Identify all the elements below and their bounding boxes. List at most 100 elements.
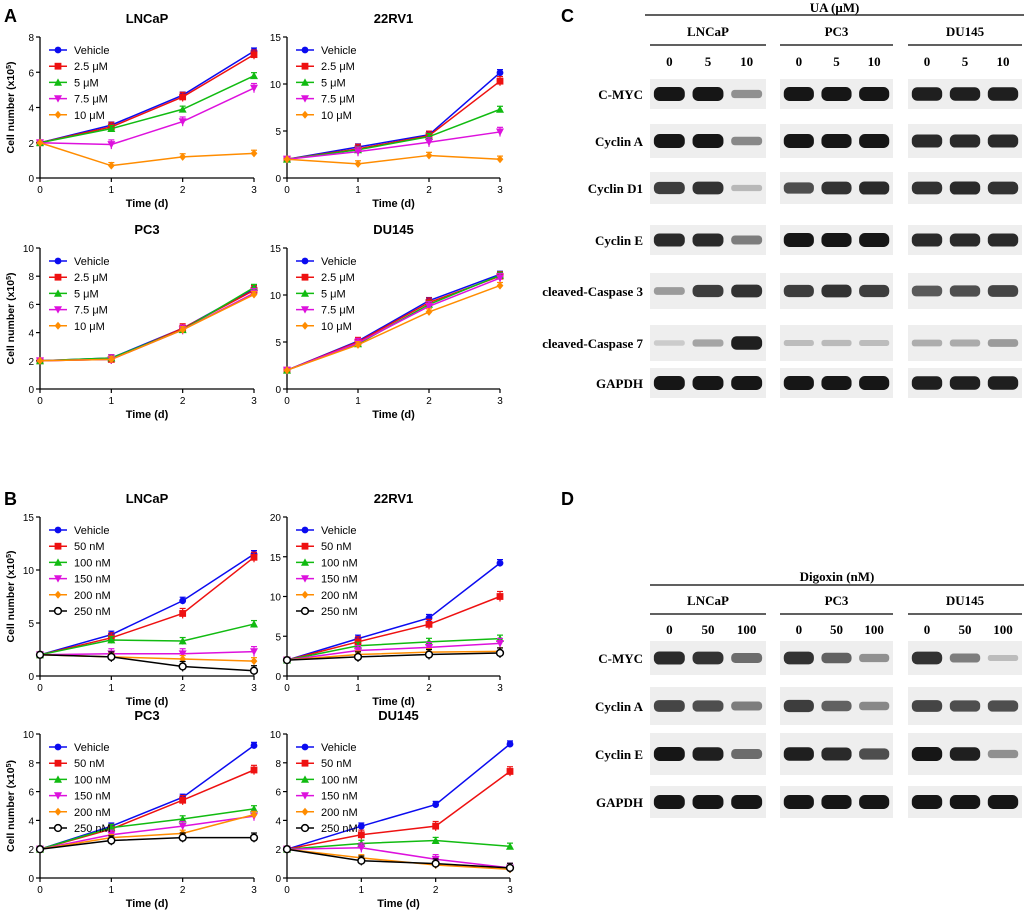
protein-band (859, 795, 890, 809)
data-point (178, 662, 187, 671)
protein-band (731, 89, 763, 99)
series-line (39, 650, 255, 656)
data-point (357, 822, 365, 830)
protein-band (692, 284, 724, 298)
legend-marker (301, 775, 309, 783)
dose-label: 100 (737, 622, 757, 637)
data-point (250, 149, 258, 158)
y-tick-label: 4 (28, 329, 34, 340)
protein-band (692, 795, 724, 809)
blot-treatment-title: Digoxin (nM) (800, 569, 875, 584)
series-3: 100 nM (283, 774, 514, 853)
legend-label: 50 nM (321, 758, 352, 770)
blot-row: cleaved-Caspase 3 (542, 273, 1022, 309)
protein-band (987, 749, 1019, 759)
series-6: 250 nM (282, 606, 505, 665)
series-line (39, 808, 255, 850)
data-point (107, 823, 116, 831)
data-point (354, 148, 362, 156)
data-point (249, 833, 259, 842)
data-point (283, 155, 291, 164)
data-point (353, 652, 363, 662)
legend-marker (54, 110, 62, 119)
series-line (286, 650, 501, 661)
legend-marker (301, 575, 309, 583)
legend-marker (301, 743, 309, 751)
protein-band (653, 233, 685, 247)
legend-label: 2.5 μM (321, 61, 355, 73)
legend-label: 250 nM (74, 606, 111, 618)
y-tick-label: 20 (270, 513, 282, 524)
blot-row: Cyclin E (595, 733, 1022, 775)
blot-row: Cyclin A (595, 124, 1022, 158)
protein-label: cleaved-Caspase 3 (542, 284, 643, 299)
x-axis-label: Time (d) (372, 198, 415, 210)
data-point (496, 105, 504, 113)
dose-label: 50 (959, 622, 972, 637)
x-tick-label: 1 (355, 683, 361, 694)
series-line (39, 289, 255, 362)
y-tick-label: 10 (23, 730, 35, 741)
protein-band (949, 87, 981, 101)
series-1: Vehicle (36, 525, 258, 659)
data-point (249, 666, 259, 675)
legend-label: 150 nM (74, 791, 111, 803)
data-point (107, 124, 116, 133)
x-tick-label: 1 (109, 396, 115, 407)
cell-line-label: LNCaP (687, 24, 729, 39)
series-line (39, 744, 255, 850)
protein-band (692, 87, 724, 101)
series-2: 50 nM (283, 758, 514, 853)
legend-marker (54, 526, 62, 534)
protein-band (859, 134, 890, 148)
legend-label: 7.5 μM (321, 305, 355, 317)
legend-label: 250 nM (321, 823, 358, 835)
data-point (495, 648, 505, 658)
legend-marker (301, 542, 309, 550)
legend-label: 10 μM (321, 110, 352, 122)
legend-label: 50 nM (74, 758, 105, 770)
legend-label: 10 μM (74, 110, 105, 122)
series-5: 10 μM (283, 110, 504, 168)
legend-marker (54, 542, 62, 550)
y-tick-label: 5 (275, 338, 281, 349)
legend-label: 200 nM (74, 807, 111, 819)
series-line (39, 623, 255, 656)
series-6: 250 nM (35, 606, 259, 676)
x-axis-label: Time (d) (126, 198, 169, 210)
y-tick-label: 2 (28, 845, 34, 856)
protein-band (692, 181, 724, 195)
legend-label: 10 μM (74, 321, 105, 333)
series-line (286, 154, 501, 165)
y-tick-label: 10 (270, 730, 282, 741)
y-tick-label: 0 (275, 174, 281, 185)
legend-marker (301, 759, 309, 767)
protein-band (911, 181, 943, 195)
protein-band (783, 87, 814, 101)
protein-band (653, 287, 685, 295)
protein-label: Cyclin A (595, 699, 644, 714)
protein-band (859, 233, 890, 247)
x-tick-label: 1 (355, 185, 361, 196)
protein-band (987, 339, 1019, 347)
data-point (505, 863, 515, 873)
chart-3: PC3 0 2 4 6 8 10 0 1 2 3 Time (d) Cell number (x105)… (5, 222, 258, 421)
legend-marker (301, 110, 309, 119)
protein-band (987, 795, 1019, 809)
series-line (286, 637, 501, 661)
series-1: Vehicle (283, 525, 504, 664)
data-point (35, 845, 45, 854)
legend-label: 200 nM (321, 807, 358, 819)
protein-band (987, 285, 1019, 297)
legend-label: Vehicle (321, 45, 356, 57)
legend-label: 5 μM (321, 288, 346, 300)
series-line (39, 87, 255, 146)
blot-treatment-title: UA (μM) (810, 0, 860, 15)
legend-label: Vehicle (321, 525, 356, 537)
protein-band (911, 747, 943, 761)
y-tick-label: 5 (28, 619, 34, 630)
data-point (496, 77, 504, 85)
series-line (39, 553, 255, 656)
legend-label: 7.5 μM (74, 305, 108, 317)
legend-marker (54, 78, 62, 86)
